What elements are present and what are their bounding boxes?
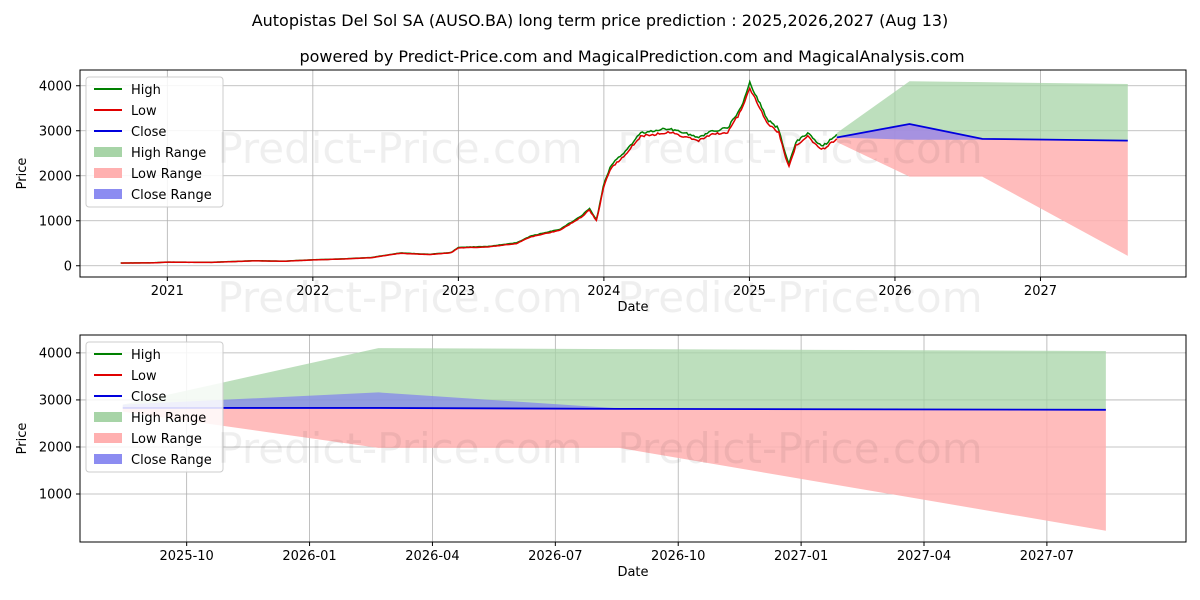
legend-swatch [94,412,122,422]
y-tick-label: 1000 [39,488,72,503]
x-tick-label: 2026-01 [282,549,336,564]
legend-label: Low [131,369,157,384]
legend-label: Low [131,104,157,119]
y-tick-label: 3000 [39,124,72,139]
low-range-area [836,124,1128,256]
x-tick-label: 2023 [442,284,475,299]
x-tick-label: 2027 [1024,284,1057,299]
close-range-area [836,124,1128,141]
legend-swatch [94,168,122,178]
legend-label: High Range [131,146,206,161]
low-range-area [122,407,1106,531]
legend-swatch [94,189,122,199]
legend-label: Close Range [131,188,212,203]
legend-label: High Range [131,411,206,426]
close-series-line [836,123,1128,142]
x-tick-label: 2026 [878,284,911,299]
watermark-3: Predict-Price.com [217,273,582,322]
watermark-1: Predict-Price.com [217,124,582,173]
x-tick-label: 2026-04 [405,549,459,564]
legend-swatch [94,454,122,464]
x-axis-label: Date [617,565,648,580]
high-range-area [836,81,1128,141]
y-tick-label: 2000 [39,169,72,184]
plot-frame [79,334,1187,543]
x-tick-label: 2022 [296,284,329,299]
watermark-2: Predict-Price.com [617,124,982,173]
top-panel: 2021 2022 2023 2024 2025 2026 2027 0 1000 2000 300… [15,69,1187,315]
y-tick-label: 2000 [39,440,72,455]
x-axis-label: Date [617,300,648,315]
x-tick-label: 2027-04 [897,549,951,564]
legend-label: Close Range [131,453,212,468]
y-axis-label: Price [15,158,30,190]
x-tick-label: 2021 [151,284,184,299]
legend-label: High [131,348,161,363]
legend-swatch [94,433,122,443]
plot-frame [79,69,1187,278]
x-tick-label: 2027-07 [1020,549,1074,564]
x-tick-label: 2026-10 [651,549,705,564]
legend-label: Close [131,390,166,405]
legend-label: Low Range [131,432,202,447]
y-axis-label: Price [15,423,30,455]
legend-label: High [131,83,161,98]
chart-title: Autopistas Del Sol SA (AUSO.BA) long ter… [252,11,949,30]
close-range-area [122,392,1106,410]
x-tick-label: 2025-10 [160,549,214,564]
chart-subtitle: powered by Predict-Price.com and Magical… [299,47,964,66]
bottom-panel: 2025-10 2026-01 2026-04 2026-07 2026-10 2027-… [15,334,1187,580]
legend-swatch [94,147,122,157]
watermark-6: Predict-Price.com [617,424,982,473]
watermark-4: Predict-Price.com [617,273,982,322]
y-tick-label: 0 [64,259,72,274]
y-tick-label: 1000 [39,214,72,229]
y-tick-label: 4000 [39,346,72,361]
watermark-5: Predict-Price.com [217,424,582,473]
x-tick-label: 2026-07 [528,549,582,564]
close-series-line [122,407,1106,411]
legend-label: Low Range [131,167,202,182]
x-tick-label: 2024 [587,284,620,299]
x-tick-label: 2027-01 [774,549,828,564]
low-series-line [120,86,838,264]
legend-label: Close [131,125,166,140]
x-tick-label: 2025 [733,284,766,299]
y-tick-label: 4000 [39,79,72,94]
y-tick-label: 3000 [39,393,72,408]
